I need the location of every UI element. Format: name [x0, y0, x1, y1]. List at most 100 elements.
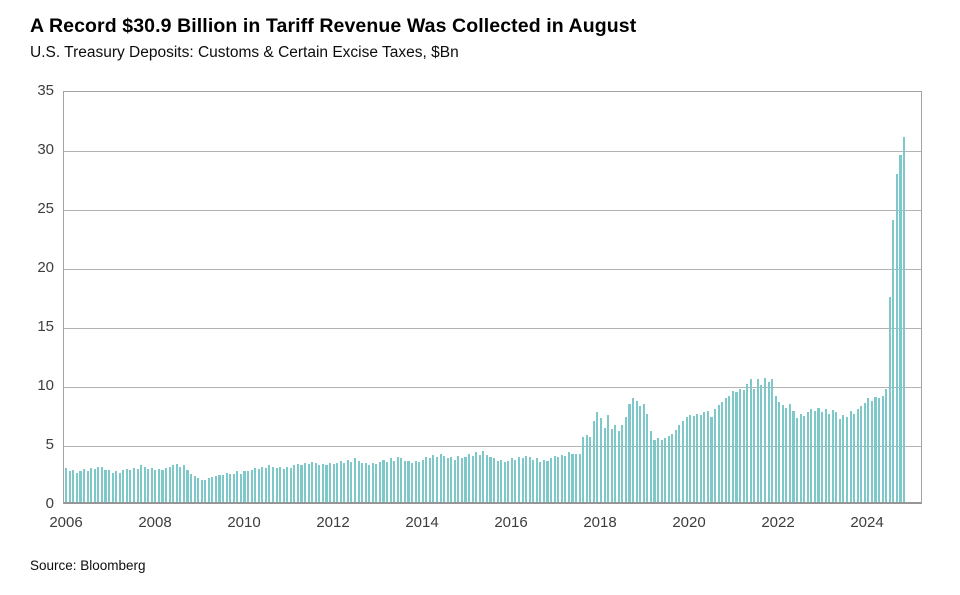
chart-bar	[250, 470, 253, 502]
chart-bar	[400, 458, 403, 502]
chart-bar	[371, 463, 374, 502]
chart-bar	[888, 296, 891, 502]
chart-bar	[200, 479, 203, 502]
chart-bar	[393, 460, 396, 502]
chart-bar	[175, 464, 178, 502]
chart-bar	[553, 456, 556, 502]
chart-bar	[653, 439, 656, 502]
chart-bar	[582, 437, 585, 502]
chart-bar	[421, 459, 424, 502]
chart-bar	[585, 434, 588, 502]
chart-bar	[311, 461, 314, 502]
chart-bar	[599, 418, 603, 502]
chart-bar	[325, 465, 328, 502]
chart-bar	[845, 417, 849, 502]
chart-bar	[874, 397, 877, 502]
chart-bar	[510, 458, 513, 502]
chart-bar	[411, 463, 414, 502]
gridline-15	[64, 328, 921, 329]
chart-bar	[742, 389, 745, 502]
chart-bar	[763, 378, 767, 502]
chart-bar	[207, 478, 210, 502]
chart-bar	[378, 461, 381, 502]
x-tick-label-2018: 2018	[583, 514, 617, 531]
chart-bar	[667, 435, 670, 502]
chart-bar	[147, 469, 150, 502]
chart-bar	[339, 460, 342, 502]
chart-bar	[578, 453, 581, 502]
chart-bar	[567, 452, 570, 502]
chart-bar	[150, 467, 153, 502]
chart-bar	[271, 466, 275, 502]
x-tick-label-2022: 2022	[761, 514, 795, 531]
chart-bar	[635, 400, 638, 502]
chart-bar	[90, 467, 93, 502]
chart-bar	[617, 431, 620, 502]
chart-bar	[464, 457, 467, 502]
chart-bar	[817, 407, 820, 502]
chart-bar	[435, 457, 439, 502]
x-tick-label-2006: 2006	[49, 514, 83, 531]
chart-bar	[403, 460, 406, 502]
chart-bar	[236, 471, 239, 502]
chart-bar	[735, 392, 738, 502]
gridline-10	[64, 387, 921, 388]
chart-bar	[528, 457, 531, 502]
chart-bar	[749, 379, 752, 502]
chart-bar	[204, 479, 207, 502]
chart-bar	[100, 466, 103, 502]
chart-bar	[118, 472, 121, 502]
chart-bar	[218, 474, 221, 502]
chart-bar	[357, 460, 360, 502]
chart-bar	[514, 459, 517, 502]
chart-bar	[453, 459, 456, 502]
chart-bar	[261, 466, 264, 502]
chart-bar	[189, 473, 193, 502]
chart-bar	[796, 418, 799, 502]
chart-bar	[838, 419, 841, 502]
chart-bar	[450, 457, 453, 502]
chart-bar	[279, 466, 282, 502]
chart-bar	[428, 458, 431, 502]
gridline-5	[64, 446, 921, 447]
chart-bar	[275, 467, 278, 502]
chart-bar	[172, 465, 175, 502]
y-tick-label-25: 25	[37, 200, 54, 217]
chart-bar	[321, 464, 324, 502]
chart-bar	[899, 155, 902, 502]
chart-bar	[300, 465, 303, 502]
chart-bar	[656, 438, 660, 502]
chart-bar	[674, 430, 677, 502]
chart-bar	[767, 381, 770, 502]
x-tick-label-2010: 2010	[227, 514, 261, 531]
chart-bar	[685, 417, 688, 502]
chart-bar	[539, 461, 542, 502]
chart-bar	[632, 398, 635, 502]
x-tick-label-2012: 2012	[316, 514, 350, 531]
chart-bar	[849, 411, 852, 502]
chart-bar	[828, 413, 831, 502]
chart-bar	[714, 408, 717, 502]
chart-bar	[660, 439, 663, 502]
chart-bar	[614, 425, 617, 502]
chart-bar	[792, 411, 795, 502]
y-tick-label-35: 35	[37, 82, 54, 99]
chart-bar	[254, 467, 257, 502]
chart-bar	[521, 458, 524, 502]
chart-bar	[336, 463, 339, 502]
chart-bar	[810, 408, 813, 502]
x-tick-label-2016: 2016	[494, 514, 528, 531]
chart-bar	[132, 467, 136, 502]
y-tick-label-10: 10	[37, 377, 54, 394]
chart-bar	[182, 465, 185, 502]
chart-bar	[778, 401, 781, 502]
chart-bar	[885, 388, 888, 502]
chart-bar	[525, 456, 528, 502]
chart-bar	[304, 463, 307, 502]
chart-bar	[842, 414, 845, 502]
chart-bar	[296, 464, 299, 502]
chart-bar	[485, 454, 488, 502]
chart-bar	[649, 431, 652, 502]
chart-bar	[489, 457, 492, 502]
chart-bar	[724, 398, 727, 502]
